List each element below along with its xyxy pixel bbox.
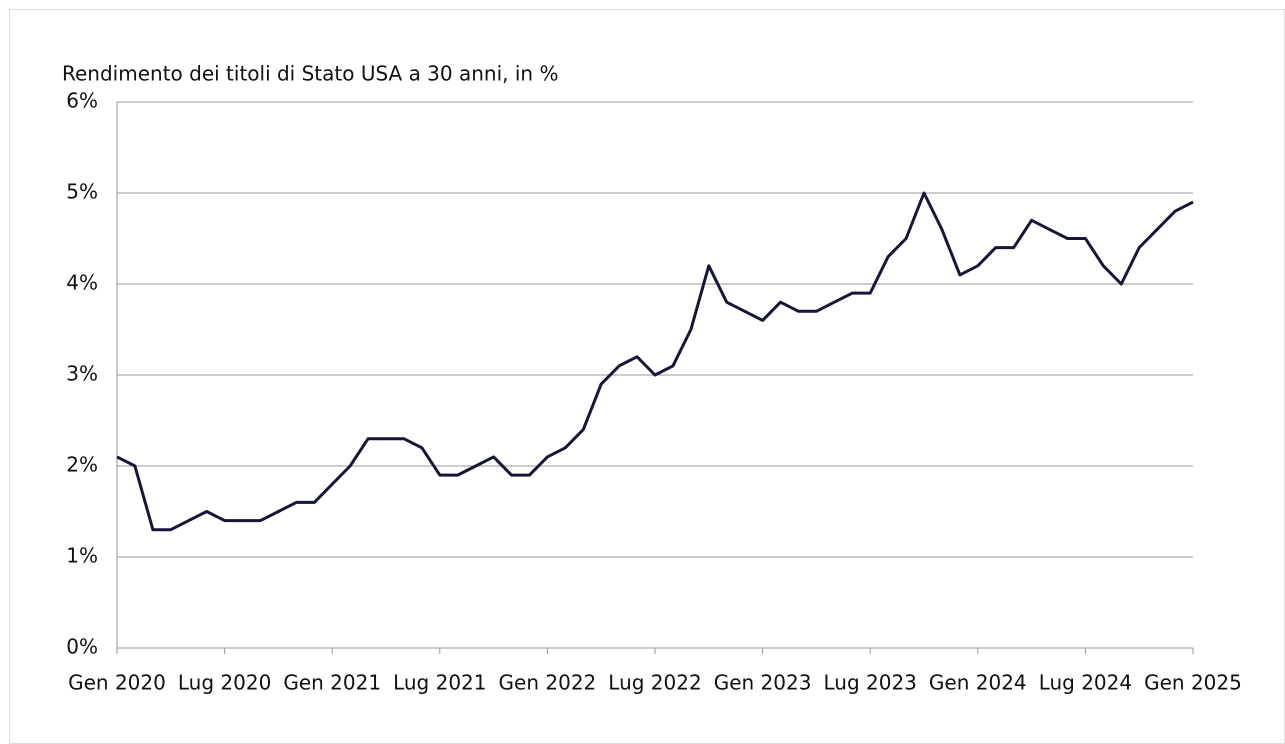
y-tick-label: 0% (66, 635, 98, 659)
x-tick-label: Gen 2023 (714, 671, 812, 695)
x-tick-label: Lug 2021 (393, 671, 486, 695)
x-tick-label: Lug 2024 (1039, 671, 1132, 695)
y-tick-label: 5% (66, 180, 98, 204)
y-tick-label: 2% (66, 453, 98, 477)
frame (9, 9, 1285, 744)
x-tick-label: Gen 2025 (1144, 671, 1242, 695)
x-tick-label: Gen 2020 (68, 671, 166, 695)
y-tick-label: 6% (66, 89, 98, 113)
x-tick-label: Lug 2020 (178, 671, 271, 695)
x-tick-label: Gen 2022 (499, 671, 597, 695)
x-tick-label: Gen 2024 (929, 671, 1027, 695)
y-tick-label: 3% (66, 362, 98, 386)
line (116, 191, 1194, 532)
y-tick-label: 1% (66, 544, 98, 568)
x-tick-label: Lug 2022 (608, 671, 701, 695)
y-tick-label: 4% (66, 271, 98, 295)
x-tick-label: Lug 2023 (823, 671, 916, 695)
chart-title: Rendimento dei titoli di Stato USA a 30 … (62, 62, 558, 86)
x-tick-label: Gen 2021 (283, 671, 381, 695)
